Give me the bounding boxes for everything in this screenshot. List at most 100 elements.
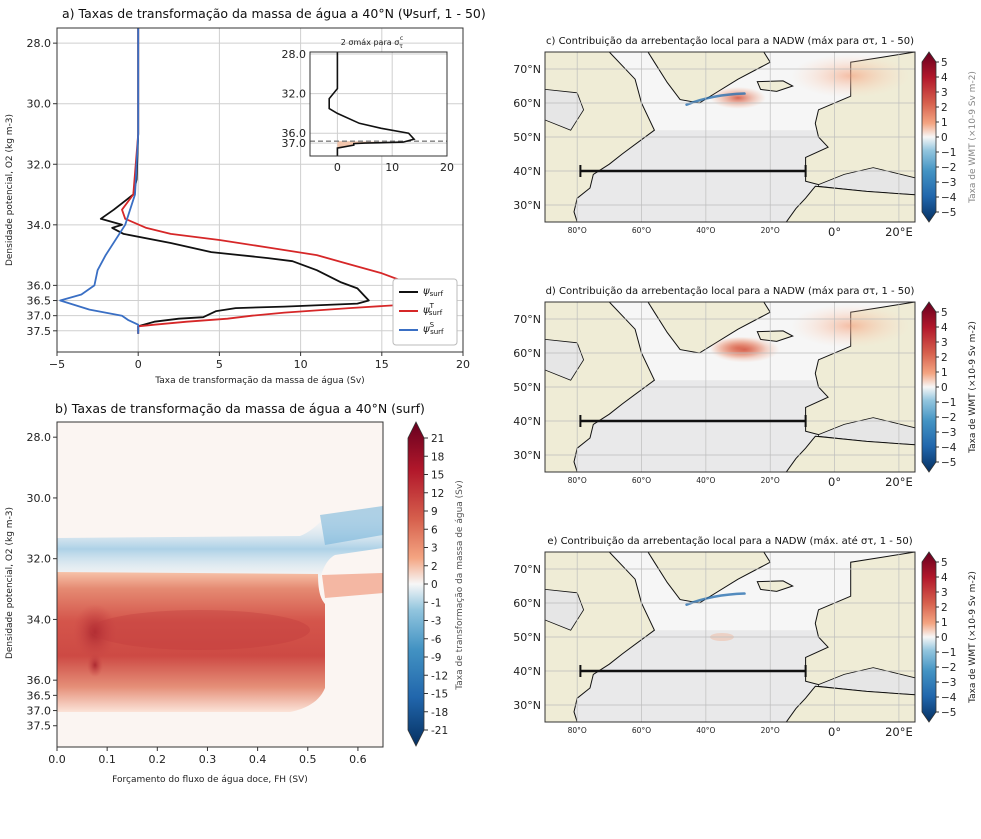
colorbar-tick-label: 3 xyxy=(431,543,438,555)
map-lon-label: 60°O xyxy=(632,226,651,235)
map-colorbar-label: Taxa de WMT (×10-9 Sv m-2) xyxy=(968,321,978,454)
colorbar-tick-label: 21 xyxy=(431,433,444,445)
map-lat-label: 70°N xyxy=(513,563,541,576)
map-colorbar-tick-label: 0 xyxy=(941,382,948,394)
map-colorbar-tick-label: 1 xyxy=(941,617,948,629)
panel-a-y-ticks: 28.0 30.0 32.0 34.0 36.0 36.5 37.0 37.5 xyxy=(27,37,57,338)
map-colorbar-tick-label: −5 xyxy=(941,207,956,219)
colorbar-tick-label: 0 xyxy=(431,579,438,591)
map-lon-label: 40°O xyxy=(696,476,715,485)
panel-a-y-label: Densidade potencial, O2 (kg m-3) xyxy=(5,114,15,266)
map-lon-label: 60°O xyxy=(632,726,651,735)
panel-b-title: b) Taxas de transformação da massa de ág… xyxy=(55,401,425,416)
wmt-positive-core xyxy=(710,86,767,109)
x-tick-label: 0 xyxy=(135,358,142,371)
heatmap-negative-band xyxy=(57,508,383,590)
map-lon-label: 40°O xyxy=(696,226,715,235)
land-africa xyxy=(785,185,915,222)
inset-plot xyxy=(310,52,447,156)
legend-label-psi: ψsurf xyxy=(423,286,444,298)
map-colorbar-tick-label: 4 xyxy=(941,72,948,84)
heatmap-negative-core xyxy=(320,506,383,545)
panel-a-legend: ψsurf ψT surf ψS surf xyxy=(392,278,458,346)
map-colorbar-tick-label: −5 xyxy=(941,707,956,719)
colorbar-tick-label: 12 xyxy=(431,488,444,500)
y-tick-label: 36.5 xyxy=(27,295,52,308)
panel-a-inset: 28.0 32.0 36.037.0 0 10 20 2 σmáx para στc xyxy=(282,35,455,174)
panel-b-y-label: Densidade potencial, O2 (kg m-3) xyxy=(5,507,15,659)
map-lon-label: 0° xyxy=(828,725,841,739)
map-colorbar-tick-label: −3 xyxy=(941,677,956,689)
heatmap-core xyxy=(90,610,310,650)
map-frame xyxy=(544,551,916,723)
land-iceland xyxy=(756,580,794,592)
map-title: d) Contribuição da arrebentação local pa… xyxy=(546,285,915,297)
map-colorbar-tick-label: −2 xyxy=(941,162,956,174)
x-tick-label: 0.3 xyxy=(199,753,217,766)
map-colorbar-tick-label: −4 xyxy=(941,442,957,454)
y-tick-label: 32.0 xyxy=(27,553,52,566)
map-body xyxy=(545,552,915,722)
map-lat-label: 70°N xyxy=(513,313,541,326)
map-colorbar-tick-label: −4 xyxy=(941,192,957,204)
map-lat-label: 60°N xyxy=(513,347,541,360)
legend-label-psi-s: ψS surf xyxy=(423,321,444,336)
heatmap-peak-1 xyxy=(73,604,117,660)
inset-shaded-area xyxy=(337,141,404,156)
map-lon-label: 20°E xyxy=(885,475,913,489)
map-lat-label: 30°N xyxy=(513,199,541,212)
panel-b: b) Taxas de transformação da massa de ág… xyxy=(5,401,465,785)
panel-b-heatmap xyxy=(57,422,383,747)
map-colorbar-tick-label: 1 xyxy=(941,367,948,379)
map-colorbar-label: Taxa de WMT (×10-9 Sv m-2) xyxy=(968,571,978,704)
map-lat-label: 30°N xyxy=(513,449,541,462)
map-colorbar-tick-label: −1 xyxy=(941,147,956,159)
map-lat-label: 40°N xyxy=(513,165,541,178)
series-line-red xyxy=(121,28,440,334)
series-line-blue xyxy=(59,28,140,334)
x-tick-label: 5 xyxy=(216,358,223,371)
map-lon-label: 20°E xyxy=(885,725,913,739)
map-colorbar-bar xyxy=(921,301,937,473)
y-tick-label: 28.0 xyxy=(27,431,52,444)
colorbar-tick-label: -3 xyxy=(431,616,441,628)
y-tick-label: 34.0 xyxy=(27,613,52,626)
colorbar-tick-label: -18 xyxy=(431,707,448,719)
y-tick-label: 28.0 xyxy=(27,37,52,50)
colorbar-tick-label: 6 xyxy=(431,524,438,536)
panel-d: d) Contribuição da arrebentação local pa… xyxy=(513,285,978,489)
wmt-positive-norway xyxy=(790,53,911,98)
y-tick-label: 37.0 xyxy=(27,310,52,323)
y-tick-label: 30.0 xyxy=(27,492,52,505)
panel-c: c) Contribuição da arrebentação local pa… xyxy=(513,35,978,239)
x-tick-label: 20 xyxy=(456,358,470,371)
map-colorbar-tick-label: 2 xyxy=(941,602,948,614)
inset-y-tick-label: 32.0 xyxy=(282,88,307,101)
x-tick-label: 0.6 xyxy=(349,753,367,766)
heatmap-peak-2 xyxy=(87,653,103,677)
map-panels: c) Contribuição da arrebentação local pa… xyxy=(513,35,978,739)
colorbar-b-ticks: 21 18 15 12 9 6 3 2 0 -1 -3 -6 -9 -12 -15 -18 -21 xyxy=(424,433,448,737)
map-colorbar-tick-label: −2 xyxy=(941,662,956,674)
map-colorbar-tick-label: 1 xyxy=(941,117,948,129)
map-colorbar-tick-label: 3 xyxy=(941,587,948,599)
inset-line xyxy=(328,52,416,156)
map-colorbar-tick-label: 3 xyxy=(941,337,948,349)
legend-label-psi-t: ψT surf xyxy=(423,302,443,317)
map-colorbar-tick-label: 2 xyxy=(941,102,948,114)
inset-y-tick-label: 36.0 xyxy=(282,127,307,140)
panel-a-title: a) Taxas de transformação da massa de ág… xyxy=(62,6,486,21)
heatmap-positive-band xyxy=(57,572,325,712)
map-colorbar-bar xyxy=(921,551,937,723)
map-colorbar-tick-label: 5 xyxy=(941,557,948,569)
x-tick-label: 0.5 xyxy=(299,753,317,766)
map-lon-label: 20°O xyxy=(761,226,780,235)
map-colorbar-bar xyxy=(921,51,937,223)
land-africa xyxy=(785,685,915,722)
heatmap-positive-tail xyxy=(322,573,383,598)
map-colorbar-tick-label: 0 xyxy=(941,632,948,644)
panel-a-lines xyxy=(59,28,440,334)
wmt-positive-norway xyxy=(790,303,911,348)
map-colorbar-tick-label: 2 xyxy=(941,352,948,364)
